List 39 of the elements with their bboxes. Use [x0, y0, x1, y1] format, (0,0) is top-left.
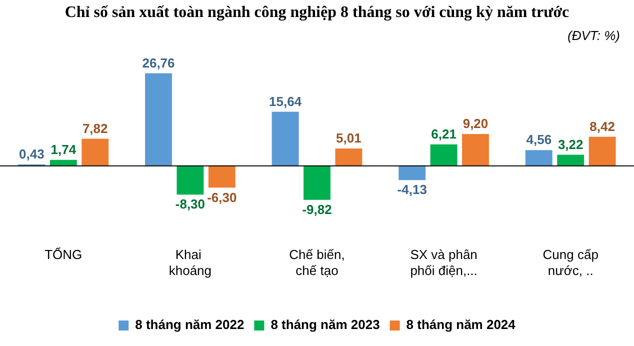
data-label: -4,13 [397, 182, 427, 198]
bar [208, 166, 236, 188]
x-tick-label: TỔNG [44, 247, 82, 262]
bar [335, 148, 362, 166]
legend-label: 8 tháng năm 2022 [135, 317, 244, 332]
chart-title: Chỉ số sản xuất toàn ngành công nghiệp 8 tháng so với cùng kỳ năm trước [64, 4, 570, 22]
data-label: 7,82 [82, 120, 108, 136]
bar [557, 154, 584, 166]
bar [588, 136, 616, 166]
bar [304, 166, 330, 200]
bar [145, 73, 172, 166]
bar [462, 134, 489, 166]
x-tick-label: Chế biến, chế tạo [289, 247, 345, 278]
data-label: -6,30 [207, 190, 237, 205]
data-label: 4,56 [526, 132, 552, 148]
bar [82, 138, 109, 166]
text: (ĐVT: %) [568, 28, 620, 43]
data-label: 5,01 [336, 130, 362, 146]
data-label: 6,21 [431, 126, 456, 142]
legend-label: 8 tháng năm 2023 [270, 317, 380, 332]
data-label: 3,22 [558, 136, 584, 152]
x-tick-label: Khai khoáng [168, 247, 212, 278]
x-tick-label: SX và phân phối điện,... [410, 247, 478, 278]
bar [50, 160, 77, 166]
data-label: 9,20 [462, 116, 488, 132]
bar [398, 166, 426, 180]
x-tick-label: Cung cấp nước, .. [542, 247, 598, 278]
data-label: -8,30 [175, 196, 206, 212]
legend-label: 8 tháng năm 2024 [406, 317, 516, 332]
bar [272, 112, 299, 166]
data-label: 26,76 [142, 55, 175, 70]
data-label: 15,64 [269, 94, 302, 109]
data-label: 8,42 [590, 118, 615, 134]
bar [430, 144, 458, 166]
data-label: 1,74 [50, 142, 77, 157]
data-label: -9,82 [302, 202, 332, 217]
bar [525, 150, 552, 166]
data-label: 0,43 [19, 146, 44, 162]
bar [176, 166, 204, 195]
